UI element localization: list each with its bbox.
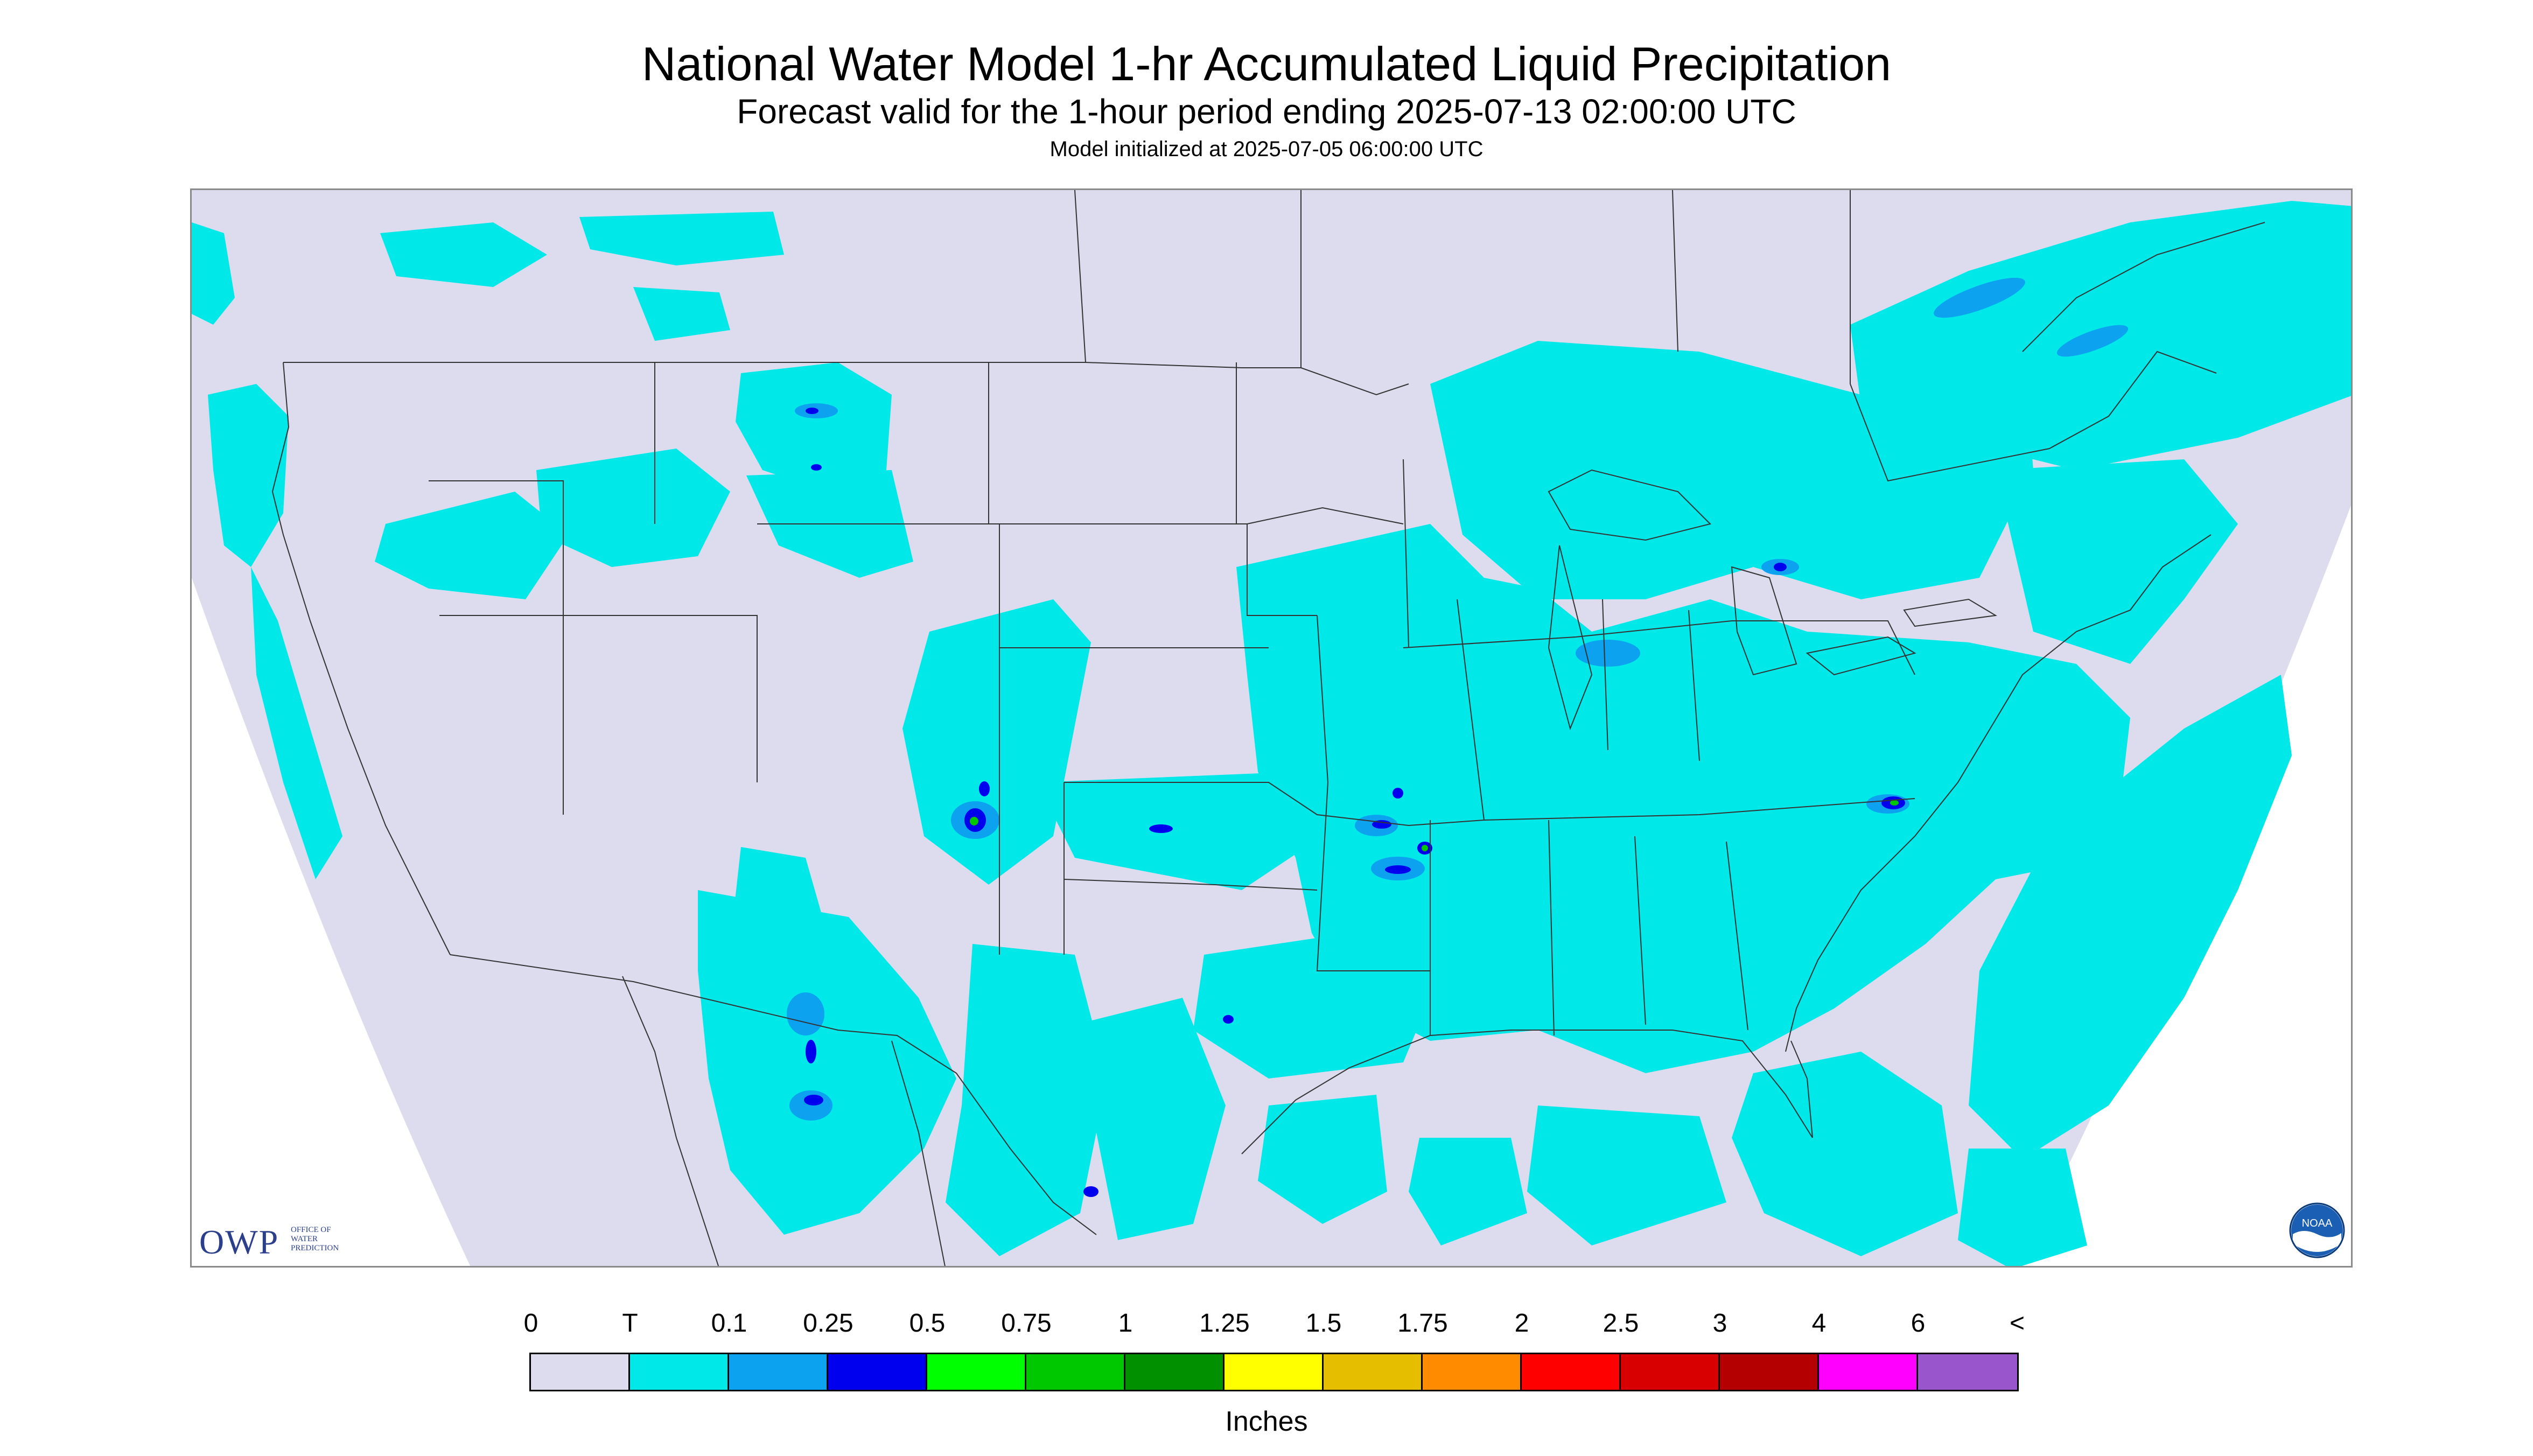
legend-label: 0.1 xyxy=(711,1309,747,1338)
legend-label: 3 xyxy=(1712,1309,1727,1338)
legend-label: 0 xyxy=(523,1309,538,1338)
legend-swatch xyxy=(828,1354,927,1390)
legend-label: 0.75 xyxy=(1001,1309,1052,1338)
map-title: National Water Model 1-hr Accumulated Li… xyxy=(641,37,1892,90)
legend-swatch xyxy=(927,1354,1026,1390)
owp-logo-line: WATER xyxy=(291,1235,318,1243)
legend-label: 1.75 xyxy=(1397,1309,1448,1338)
heavy-precip-areas xyxy=(970,800,1899,851)
legend-color-bar xyxy=(529,1353,2019,1391)
model-init-line: Model initialized at 2025-07-05 06:00:00… xyxy=(1049,137,1484,161)
legend-swatch xyxy=(630,1354,729,1390)
legend-label: 1.5 xyxy=(1305,1309,1342,1338)
legend-label: < xyxy=(2009,1309,2025,1338)
legend-swatch xyxy=(1522,1354,1621,1390)
legend-label: 1.25 xyxy=(1199,1309,1250,1338)
moderate-precip-areas xyxy=(804,408,1905,1197)
legend-swatch xyxy=(1324,1354,1423,1390)
owp-logo-line: PREDICTION xyxy=(291,1244,339,1252)
legend-swatch xyxy=(1224,1354,1324,1390)
owp-logo: OWP OFFICE OF WATER PREDICTION xyxy=(199,1222,339,1262)
legend-units: Inches xyxy=(1225,1406,1308,1437)
legend-label: 4 xyxy=(1811,1309,1827,1338)
legend-swatch xyxy=(1621,1354,1720,1390)
precipitation-map xyxy=(190,188,2353,1268)
legend-swatch xyxy=(531,1354,630,1390)
boundary-lines xyxy=(271,190,2265,1266)
legend-swatch xyxy=(1720,1354,1819,1390)
legend-labels: 0 T 0.1 0.25 0.5 0.75 1 1.25 1.5 1.75 2 2.5 3 4 6 < xyxy=(0,1308,2533,1341)
legend-label: 1 xyxy=(1118,1309,1133,1338)
legend-swatch xyxy=(1918,1354,2017,1390)
legend-label: 2 xyxy=(1514,1309,1529,1338)
legend-label: T xyxy=(622,1309,638,1338)
legend-swatch xyxy=(1423,1354,1522,1390)
owp-logo-line: OFFICE OF xyxy=(291,1226,331,1234)
legend-swatch xyxy=(729,1354,828,1390)
map-subtitle: Forecast valid for the 1-hour period end… xyxy=(737,92,1796,131)
owp-logo-text: OFFICE OF WATER PREDICTION xyxy=(291,1226,339,1253)
noaa-logo-text: NOAA xyxy=(2302,1217,2333,1229)
legend-label: 0.25 xyxy=(803,1309,853,1338)
legend-label: 0.5 xyxy=(909,1309,946,1338)
legend-label: 2.5 xyxy=(1603,1309,1639,1338)
legend-swatch xyxy=(1125,1354,1224,1390)
legend-swatch xyxy=(1819,1354,1918,1390)
legend-swatch xyxy=(1026,1354,1125,1390)
legend-label: 6 xyxy=(1911,1309,1926,1338)
owp-logo-mark: OWP xyxy=(199,1223,279,1261)
noaa-logo: NOAA xyxy=(2287,1201,2347,1263)
